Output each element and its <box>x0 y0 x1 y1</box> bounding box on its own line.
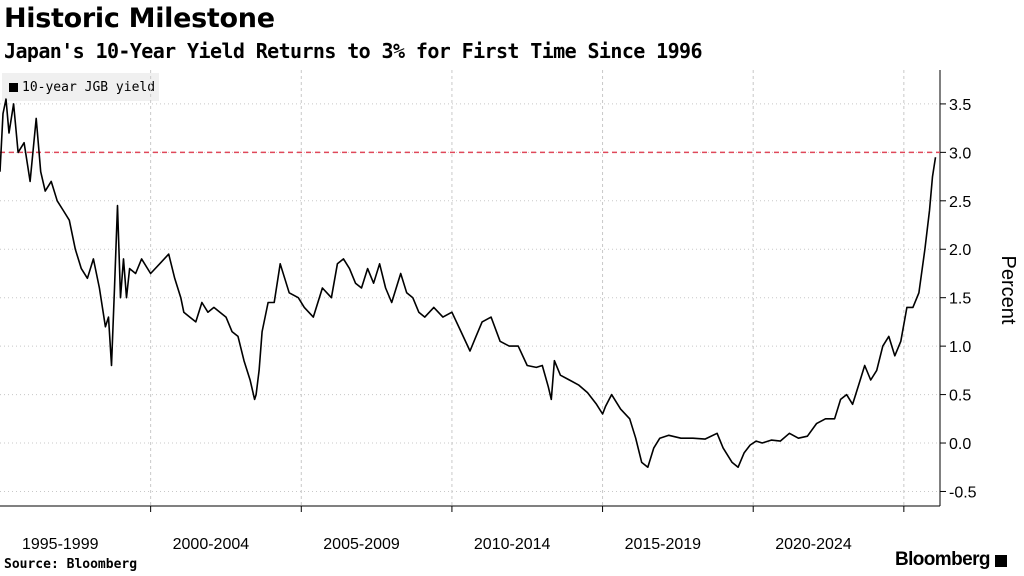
x-tick-label: 2000-2004 <box>173 536 250 553</box>
y-tick-label: 0.5 <box>949 388 971 405</box>
x-tick-label: 2015-2019 <box>625 536 702 553</box>
y-tick-label: -0.5 <box>949 484 977 501</box>
x-tick-label: 2005-2009 <box>323 536 400 553</box>
y-tick-label: 3.0 <box>949 145 971 162</box>
y-tick-label: 2.5 <box>949 194 971 211</box>
x-tick-label: 1995-1999 <box>22 536 99 553</box>
chart-subtitle: Japan's 10-Year Yield Returns to 3% for … <box>4 39 703 63</box>
y-tick-label: 1.0 <box>949 339 971 356</box>
y-axis-label: Percent <box>997 256 1019 325</box>
bloomberg-terminal-icon <box>994 555 1007 567</box>
bloomberg-logo: Bloomberg <box>895 549 1007 571</box>
x-tick-label: 2010-2014 <box>474 536 551 553</box>
axes: -0.5 0.0 0.5 1.0 1.5 2.0 2.5 3.0 3.5 1995-1999 200… <box>0 70 977 553</box>
y-tick-label: 0.0 <box>949 436 971 453</box>
legend: 10-year JGB yield <box>2 73 159 101</box>
y-tick-label: 3.5 <box>949 97 971 114</box>
brand-label: Bloomberg <box>895 549 990 570</box>
legend-label: 10-year JGB yield <box>22 79 156 95</box>
y-tick-label: 1.5 <box>949 291 971 308</box>
series-layer <box>0 98 940 468</box>
grid <box>0 70 940 506</box>
series-line-10y-jgb <box>0 98 937 468</box>
legend-swatch <box>9 82 18 92</box>
source-note: Source: Bloomberg <box>4 557 138 572</box>
chart-title: Historic Milestone <box>4 3 275 34</box>
x-tick-label: 2020-2024 <box>775 536 852 553</box>
y-tick-label: 2.0 <box>949 242 971 259</box>
